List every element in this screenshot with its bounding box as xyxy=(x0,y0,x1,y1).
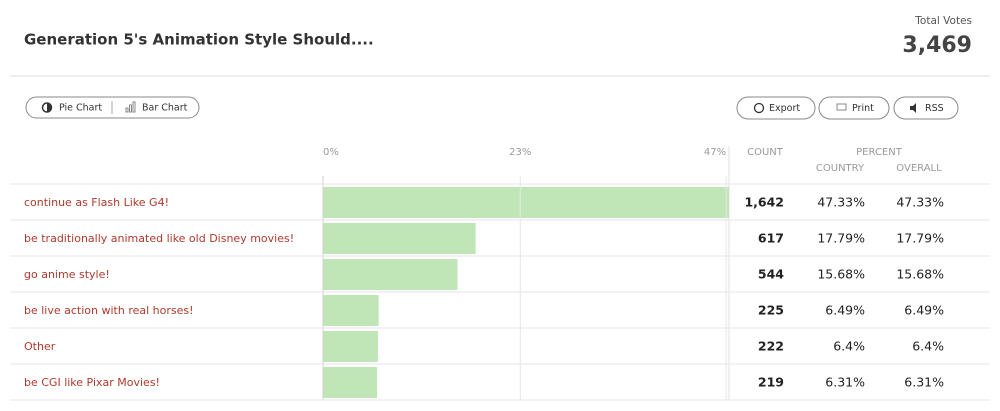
x-tick-label: 47% xyxy=(704,147,726,158)
button-frame xyxy=(736,96,816,120)
vote-count: 219 xyxy=(758,375,784,390)
bar xyxy=(323,367,378,398)
chart-toggle: Pie Chart Bar Chart xyxy=(25,96,200,119)
row-label: Other xyxy=(24,340,56,353)
country-percent: 6.31% xyxy=(825,375,865,390)
bar-icon xyxy=(132,101,136,113)
bar xyxy=(323,295,379,326)
print-icon xyxy=(836,103,847,111)
bar xyxy=(323,331,378,362)
button-frame xyxy=(818,96,890,120)
rss-label[interactable]: RSS xyxy=(925,103,944,114)
pie-button[interactable]: Pie Chart xyxy=(59,103,102,114)
country-percent: 6.49% xyxy=(825,303,865,318)
row-label: be CGI like Pixar Movies! xyxy=(24,376,160,389)
print-label[interactable]: Print xyxy=(852,103,874,114)
rss-icon xyxy=(910,103,916,113)
overall-percent: 6.31% xyxy=(904,375,944,390)
count-header: COUNT xyxy=(747,147,784,158)
overall-percent: 6.4% xyxy=(912,339,944,354)
bars xyxy=(323,187,729,398)
country-percent: 17.79% xyxy=(817,231,865,246)
grid xyxy=(322,176,727,400)
total-votes: 3,469 xyxy=(902,33,972,58)
pie-icon-fill xyxy=(47,103,52,112)
bar xyxy=(323,187,729,218)
country-header: COUNTRY xyxy=(816,163,865,174)
rss-button[interactable]: RSS xyxy=(893,96,959,120)
percent-header: PERCENT xyxy=(856,147,903,158)
x-tick-label: 23% xyxy=(509,147,531,158)
row-label: go anime style! xyxy=(24,268,110,281)
export-icon xyxy=(753,102,765,114)
vote-count: 1,642 xyxy=(744,195,784,210)
bar-button[interactable]: Bar Chart xyxy=(142,103,188,114)
poll-title: Generation 5's Animation Style Should...… xyxy=(24,31,374,49)
export-button[interactable]: Export xyxy=(736,96,816,120)
overall-percent: 6.49% xyxy=(904,303,944,318)
bar-icon xyxy=(125,107,129,113)
vote-count: 544 xyxy=(758,267,784,282)
overall-header: OVERALL xyxy=(896,163,942,174)
print-button[interactable]: Print xyxy=(818,96,890,120)
country-percent: 47.33% xyxy=(817,195,865,210)
vote-count: 617 xyxy=(758,231,784,246)
button-frame xyxy=(893,96,959,120)
overall-percent: 47.33% xyxy=(896,195,944,210)
total-label: Total Votes xyxy=(914,15,972,27)
bar xyxy=(323,259,458,290)
bar xyxy=(323,223,476,254)
row-label: be live action with real horses! xyxy=(24,304,194,317)
country-percent: 15.68% xyxy=(817,267,865,282)
row-label: be traditionally animated like old Disne… xyxy=(24,232,294,245)
row-label: continue as Flash Like G4! xyxy=(24,196,169,209)
bar-icon xyxy=(129,104,132,113)
vote-count: 225 xyxy=(758,303,784,318)
overall-percent: 15.68% xyxy=(896,267,944,282)
overall-percent: 17.79% xyxy=(896,231,944,246)
country-percent: 6.4% xyxy=(833,339,865,354)
vote-count: 222 xyxy=(758,339,784,354)
export-label[interactable]: Export xyxy=(769,103,800,114)
x-tick-label: 0% xyxy=(323,147,339,158)
